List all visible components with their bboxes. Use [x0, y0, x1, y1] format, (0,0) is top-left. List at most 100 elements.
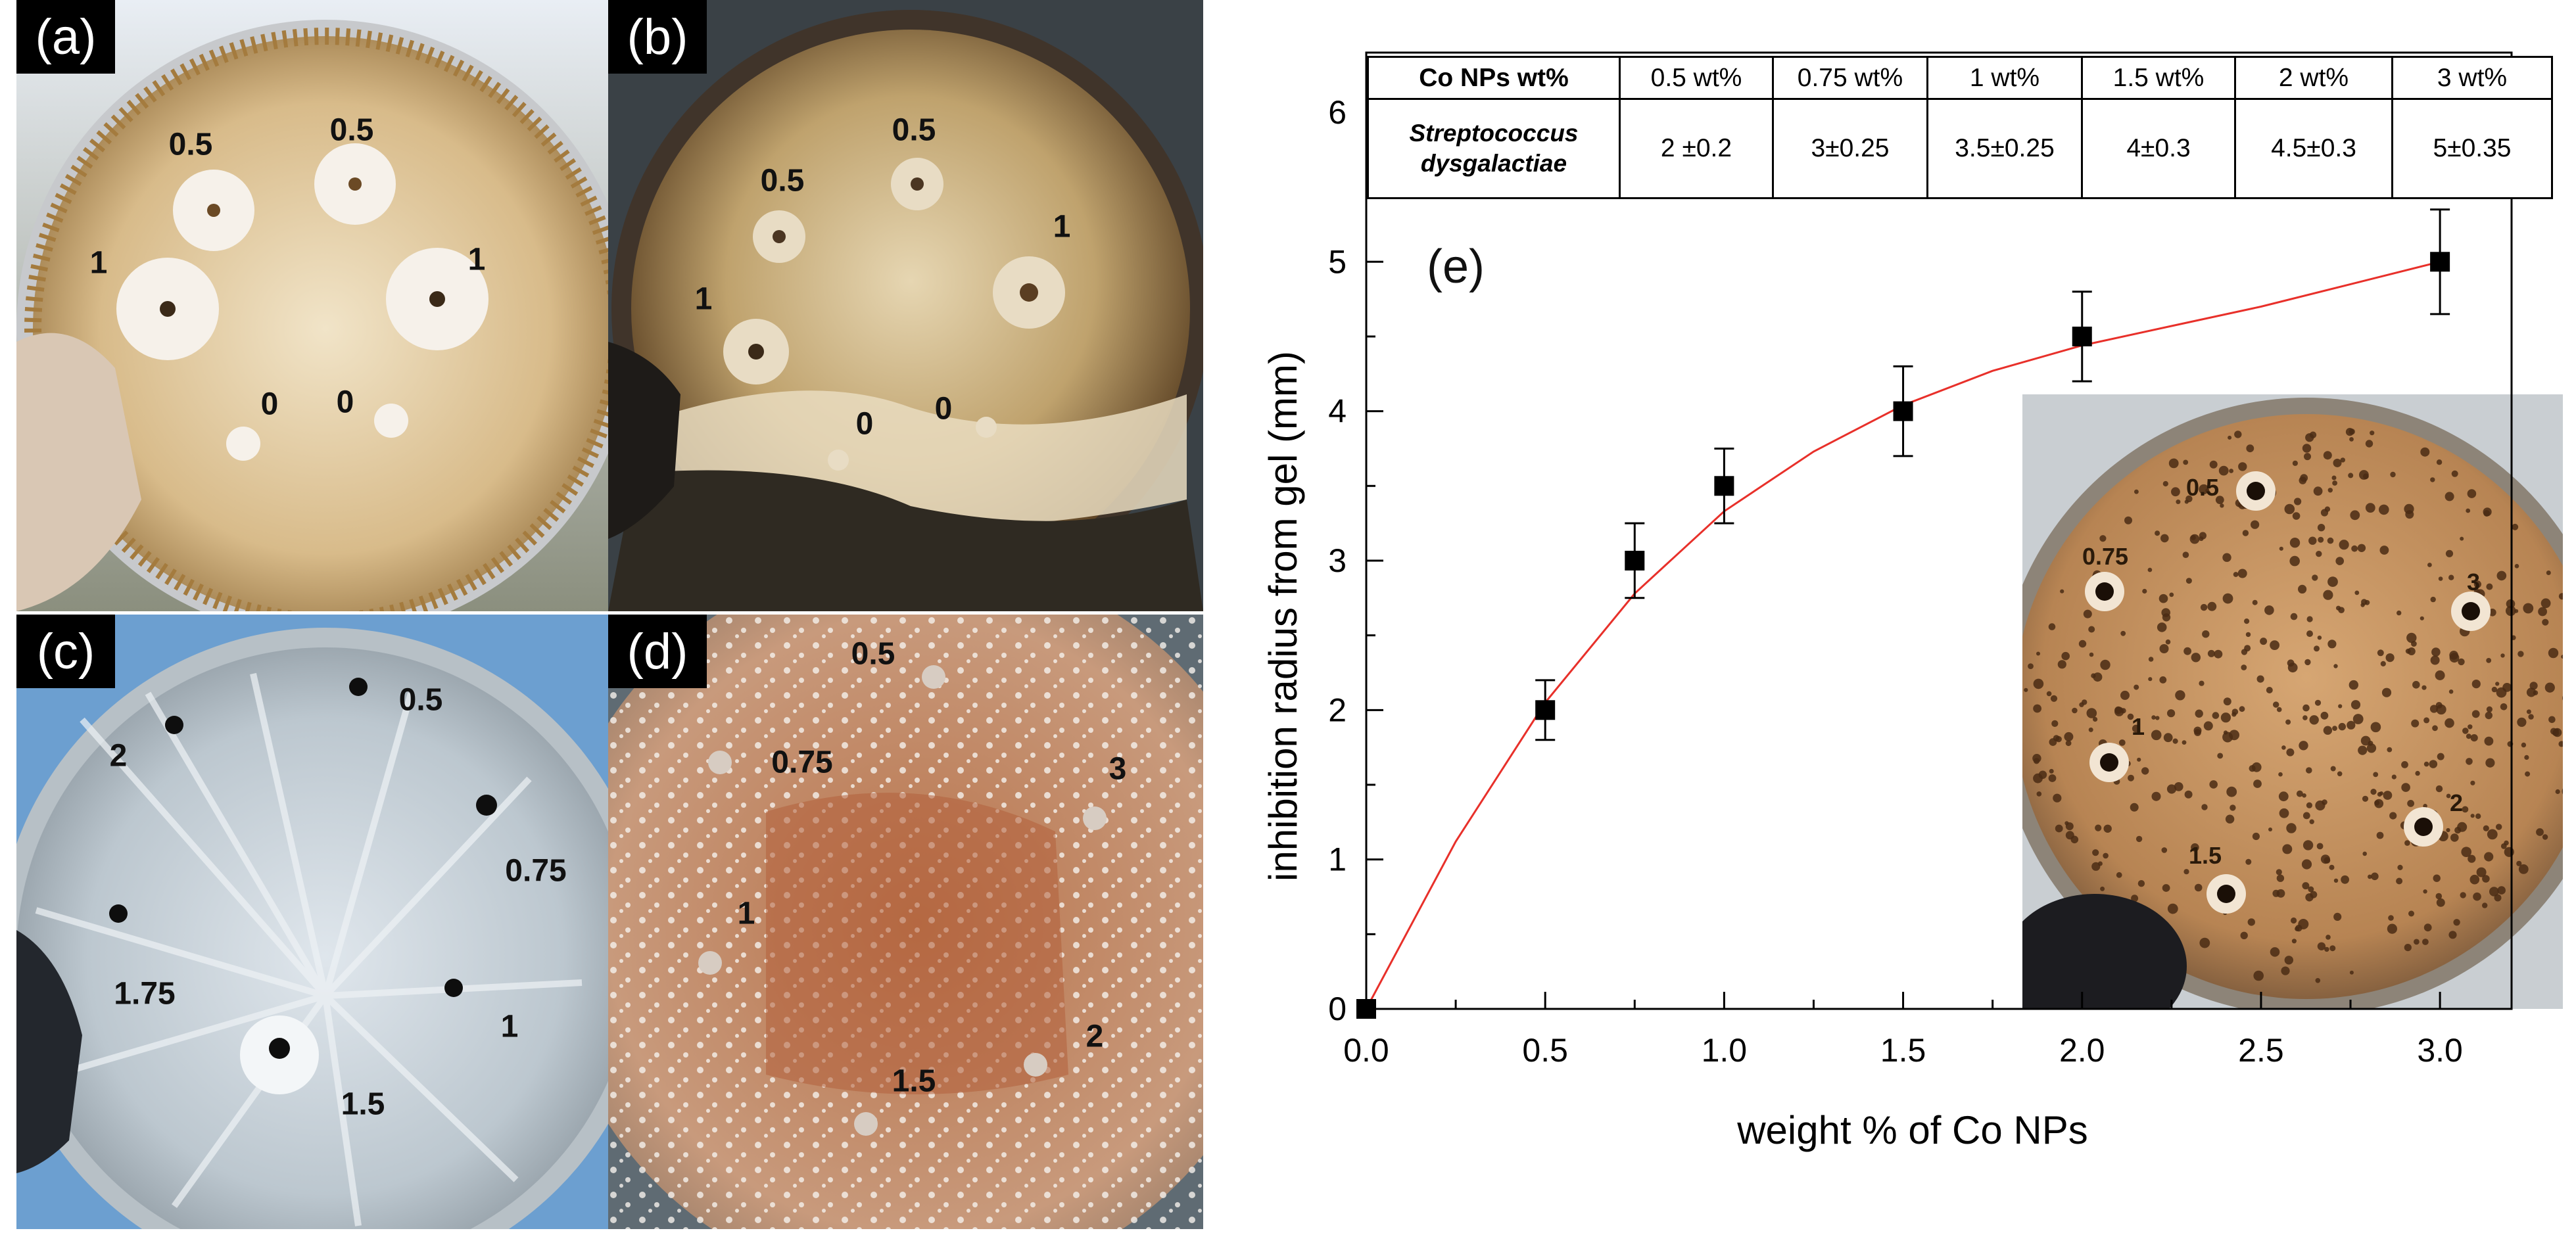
inset-colony	[2279, 546, 2283, 551]
inset-colony	[2151, 730, 2162, 741]
inset-colony	[2326, 935, 2331, 940]
inset-colony	[2404, 944, 2412, 952]
inset-colony	[2295, 926, 2300, 931]
inset-colony	[2172, 738, 2178, 744]
inset-colony	[2306, 802, 2312, 808]
inset-colony	[2095, 824, 2102, 831]
inset-colony	[2278, 791, 2289, 802]
inset-colony	[2088, 626, 2095, 633]
inset-colony	[2540, 598, 2551, 609]
inset-colony	[2489, 609, 2496, 617]
inset-colony	[2432, 725, 2438, 732]
inset-colony	[2292, 460, 2298, 466]
inset-colony	[2276, 869, 2282, 875]
inset-colony	[2329, 945, 2336, 952]
inset-colony	[2445, 492, 2454, 501]
inset-colony	[2349, 970, 2354, 975]
species-genus: Streptococcus	[1409, 120, 1579, 147]
data-point	[2072, 326, 2092, 346]
data-point	[1714, 476, 1734, 496]
inset-colony	[2423, 923, 2432, 932]
inset-colony	[2300, 474, 2308, 482]
inset-colony	[2218, 465, 2229, 476]
inset-colony	[2171, 487, 2180, 497]
panel-label-b: (b)	[608, 0, 707, 74]
inset-colony	[2435, 702, 2443, 709]
inset-colony	[2483, 825, 2489, 831]
well-label: 1	[500, 1009, 519, 1044]
inset-colony	[2168, 458, 2179, 469]
x-tick-label: 2.0	[2059, 1032, 2105, 1069]
inset-colony	[2244, 618, 2250, 624]
inset-colony	[2217, 753, 2224, 759]
y-tick-label: 1	[1328, 841, 1347, 878]
inset-colony	[2131, 895, 2139, 902]
inset-colony	[2203, 721, 2213, 731]
inset-colony	[2222, 553, 2231, 562]
inset-colony	[2387, 923, 2397, 934]
table-cell: 4±0.3	[2081, 98, 2236, 199]
inset-colony	[2315, 978, 2321, 983]
inset-colony	[2457, 822, 2468, 832]
inset-colony	[2448, 689, 2454, 694]
inset-well	[2100, 753, 2118, 772]
inset-colony	[2396, 877, 2403, 885]
inset-colony	[2226, 786, 2237, 797]
inset-well	[2247, 482, 2265, 500]
inset-colony	[2429, 760, 2438, 768]
inset-colony	[2486, 658, 2492, 663]
inset-colony	[2064, 821, 2069, 826]
inset-colony	[2330, 766, 2336, 772]
inset-colony	[2134, 684, 2139, 690]
inset-colony	[2411, 641, 2417, 647]
inset-colony	[2281, 745, 2286, 750]
inset-colony	[2473, 580, 2481, 588]
well-label: 2	[1085, 1019, 1104, 1054]
inset-colony	[2365, 440, 2373, 448]
well-label: 0.5	[851, 636, 895, 672]
inset-colony	[2323, 590, 2333, 600]
inset-colony	[2163, 733, 2173, 743]
inset-colony	[2183, 459, 2189, 465]
y-axis-label: inhibition radius from gel (mm)	[1261, 351, 1305, 881]
table-cell: 5±0.35	[2391, 98, 2553, 199]
inset-colony	[2268, 827, 2272, 831]
inset-colony	[2332, 480, 2337, 486]
inset-colony	[2462, 806, 2469, 813]
inset-colony	[2298, 919, 2309, 929]
inset-colony	[2114, 706, 2122, 714]
inset-colony	[2291, 939, 2297, 944]
inset-colony	[2548, 647, 2559, 659]
inset-colony	[2229, 730, 2239, 741]
inset-colony	[2450, 833, 2459, 842]
inset-colony	[2141, 767, 2149, 775]
inset-colony	[2338, 722, 2346, 731]
inset-colony	[2462, 728, 2469, 734]
inset-colony	[2357, 544, 2366, 552]
inset-colony	[2524, 755, 2529, 760]
photo-panel-a: (a) 0.5 0.5 1 1 0 0	[16, 0, 611, 611]
inset-colony	[2379, 546, 2389, 555]
inset-colony	[2430, 477, 2435, 482]
inset-colony	[2276, 874, 2285, 882]
inhibition-chart: 0.0 0.5 1.0 1.5 2.0 2.5 3.0 0 1 2 3 4 5 6 weight % of …	[1261, 51, 2563, 1152]
inset-colony	[2327, 640, 2337, 649]
inset-colony	[2514, 564, 2519, 569]
inset-colony	[2253, 970, 2264, 981]
inset-colony	[2365, 503, 2375, 513]
inset-colony	[2266, 687, 2273, 693]
inset-colony	[2451, 470, 2458, 477]
inset-colony	[2406, 632, 2417, 643]
inset-colony	[2118, 739, 2126, 746]
well-label: 1	[694, 281, 713, 317]
inset-colony	[2305, 433, 2314, 442]
inset-colony	[2260, 638, 2268, 645]
inset-colony	[2193, 726, 2202, 735]
inset-colony	[2482, 902, 2488, 908]
inset-colony	[2302, 882, 2310, 890]
inset-colony	[2514, 609, 2519, 613]
well-label: 0	[336, 384, 354, 420]
inset-colony	[2157, 622, 2167, 632]
inset-colony	[2435, 670, 2445, 680]
inset-colony	[2526, 709, 2531, 714]
